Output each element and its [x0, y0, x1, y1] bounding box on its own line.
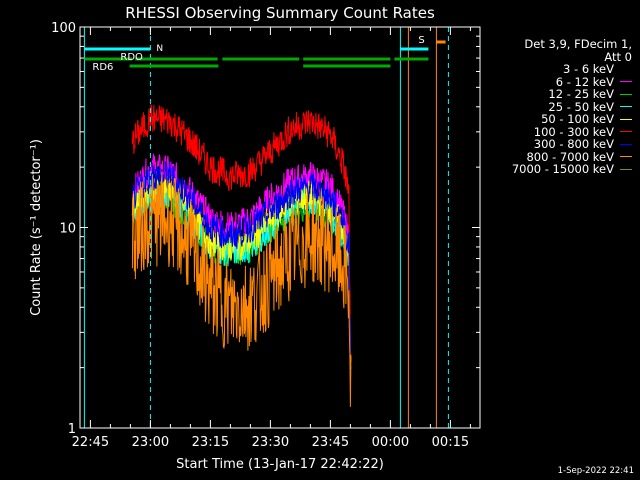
bar-label-rdo: RDO — [120, 52, 143, 63]
ytick-label-0: 1 — [68, 422, 76, 437]
xtick-label-3: 23:30 — [252, 435, 289, 450]
chart-legend: Det 3,9, FDecim 1, Att 0 3 - 6 keV 6 - 12… — [482, 38, 632, 176]
legend-item-label: 800 - 7000 keV — [526, 149, 614, 164]
legend-item: 100 - 300 keV — [482, 124, 632, 139]
series-7 — [131, 171, 352, 407]
series-0 — [131, 118, 352, 373]
bar-label-s: S — [418, 35, 424, 46]
legend-header-line-1: Det 3,9, FDecim 1, — [524, 37, 632, 51]
ytick-label-1: 10 — [59, 222, 76, 237]
legend-item: 3 - 6 keV — [482, 63, 632, 76]
x-axis-label: Start Time (13-Jan-17 22:42:22) — [176, 457, 384, 472]
xtick-label-4: 23:45 — [312, 435, 349, 450]
legend-item: 25 - 50 keV — [482, 99, 632, 114]
legend-item: 50 - 100 keV — [482, 113, 632, 126]
xtick-label-2: 23:15 — [192, 435, 229, 450]
legend-item-label: 3 - 6 keV — [563, 62, 614, 76]
bar-label-n: N — [156, 44, 163, 54]
legend-item-label: 100 - 300 keV — [533, 124, 614, 139]
legend-item: 12 - 25 keV — [482, 88, 632, 101]
legend-swatch — [620, 168, 632, 170]
legend-swatch — [620, 68, 632, 70]
legend-item-label: 25 - 50 keV — [548, 99, 614, 114]
legend-item-label: 300 - 800 keV — [533, 137, 614, 151]
legend-item: 6 - 12 keV — [482, 74, 632, 89]
legend-swatch — [620, 118, 632, 120]
legend-item: 800 - 7000 keV — [482, 149, 632, 164]
legend-item-label: 6 - 12 keV — [555, 74, 614, 89]
ytick-label-2: 100 — [51, 21, 76, 36]
legend-swatch — [620, 81, 632, 83]
legend-item: 7000 - 15000 keV — [482, 163, 632, 176]
y-axis-label: Count Rate (s⁻¹ detector⁻¹) — [29, 139, 44, 316]
legend-item-label: 7000 - 15000 keV — [511, 162, 614, 176]
xtick-label-1: 23:00 — [132, 435, 169, 450]
bar-label-rd6: RD6 — [92, 62, 113, 73]
legend-swatch — [620, 156, 632, 158]
legend-item-label: 12 - 25 keV — [548, 87, 614, 101]
xtick-label-0: 22:45 — [72, 435, 109, 450]
series-5 — [131, 104, 352, 357]
timestamp: 1-Sep-2022 22:41 — [557, 466, 634, 476]
xtick-label-6: 00:15 — [432, 435, 469, 450]
legend-swatch — [620, 143, 632, 145]
xtick-label-5: 00:00 — [372, 435, 409, 450]
chart-title: RHESSI Observing Summary Count Rates — [125, 4, 435, 22]
legend-item-label: 50 - 100 keV — [541, 112, 614, 126]
legend-swatch — [620, 93, 632, 95]
series-6 — [131, 161, 352, 377]
legend-swatch — [620, 131, 632, 133]
legend-header-line-2: Att 0 — [604, 49, 632, 64]
legend-swatch — [620, 106, 632, 108]
legend-item: 300 - 800 keV — [482, 138, 632, 151]
